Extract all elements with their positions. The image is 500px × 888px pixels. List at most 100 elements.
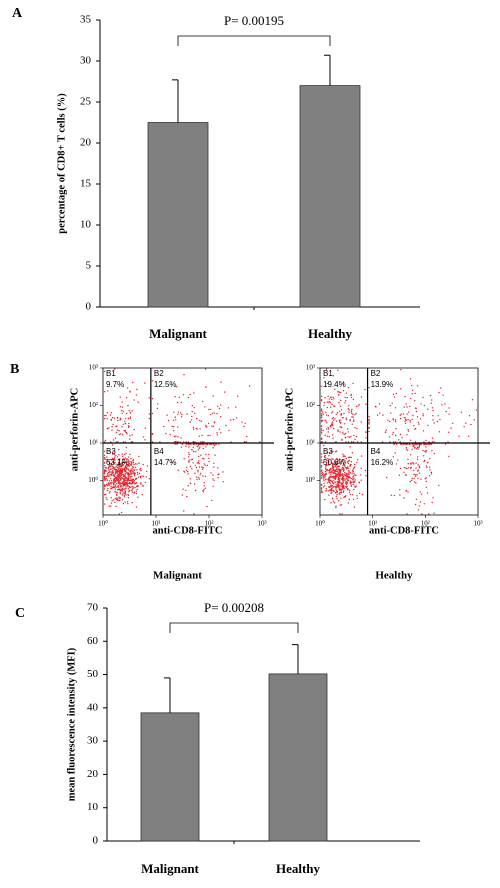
event-dot (189, 421, 191, 423)
event-dot (196, 428, 198, 430)
event-dot (200, 472, 202, 474)
event-dot (126, 483, 128, 485)
event-dot (338, 468, 340, 470)
event-dot (333, 490, 335, 493)
event-dot (108, 492, 111, 494)
quadrant-events (320, 368, 367, 443)
event-dot (156, 407, 159, 410)
event-dot (331, 476, 334, 478)
event-dot (212, 447, 214, 449)
event-dot (125, 412, 128, 415)
event-dot (329, 471, 331, 473)
event-dot (125, 452, 127, 455)
event-dot (230, 441, 232, 443)
event-dot (124, 492, 126, 494)
event-dot (190, 459, 192, 461)
event-dot (115, 468, 118, 471)
event-dot (118, 500, 120, 502)
y-tick-label: 10¹ (306, 439, 315, 447)
event-dot (343, 478, 345, 480)
event-dot (347, 436, 349, 438)
event-dot (175, 440, 177, 443)
event-dot (107, 467, 110, 470)
event-dot (384, 431, 387, 433)
event-dot (339, 405, 342, 407)
bar (299, 85, 361, 308)
event-dot (137, 401, 139, 403)
event-dot (191, 415, 193, 418)
x-tick-label: Malignant (149, 326, 207, 341)
event-dot (332, 500, 335, 502)
y-axis-label: anti-perforin-APC (284, 388, 295, 471)
event-dot (136, 471, 139, 474)
event-dot (129, 453, 131, 456)
event-dot (122, 475, 125, 478)
event-dot (392, 456, 395, 458)
event-dot (408, 411, 410, 413)
event-dot (406, 434, 408, 436)
event-dot (103, 456, 106, 459)
event-dot (333, 419, 335, 421)
event-dot (406, 413, 408, 415)
event-dot (399, 489, 401, 491)
quadrant-name: B4 (371, 447, 381, 456)
event-dot (127, 476, 129, 478)
x-tick-label: 10⁰ (315, 520, 325, 528)
event-dot (188, 446, 190, 448)
event-dot (382, 414, 384, 416)
event-dot (324, 456, 326, 458)
event-dot (216, 432, 218, 434)
event-dot (322, 475, 324, 477)
event-dot (331, 458, 333, 460)
event-dot (329, 425, 332, 427)
event-dot (416, 446, 419, 449)
event-dot (201, 443, 203, 445)
event-dot (349, 493, 352, 496)
event-dot (338, 492, 341, 495)
event-dot (358, 404, 360, 406)
event-dot (350, 396, 353, 399)
x-tick-label: 10¹ (368, 520, 377, 528)
event-dot (136, 469, 138, 471)
event-dot (324, 476, 326, 478)
event-dot (350, 463, 352, 466)
event-dot (220, 415, 222, 418)
event-dot (191, 410, 193, 413)
event-dot (339, 513, 341, 515)
event-dot (344, 433, 346, 435)
event-dot (320, 470, 323, 472)
event-dot (436, 420, 439, 423)
event-dot (244, 441, 246, 443)
event-dot (355, 405, 358, 408)
event-dot (343, 490, 345, 492)
event-dot (123, 494, 126, 497)
event-dot (354, 466, 356, 468)
event-dot (347, 408, 349, 410)
event-dot (123, 467, 126, 469)
event-dot (188, 456, 190, 458)
event-dot (393, 494, 395, 497)
event-dot (135, 482, 137, 484)
event-dot (126, 387, 129, 389)
event-dot (194, 441, 196, 443)
event-dot (327, 464, 329, 466)
event-dot (193, 392, 195, 394)
event-dot (394, 420, 397, 423)
event-dot (352, 413, 354, 415)
event-dot (193, 483, 196, 485)
event-dot (114, 459, 116, 461)
event-dot (411, 443, 413, 445)
event-dot (333, 471, 336, 473)
event-dot (320, 409, 323, 411)
event-dot (339, 485, 341, 487)
event-dot (191, 405, 193, 407)
event-dot (208, 460, 210, 463)
event-dot (320, 459, 323, 461)
event-dot (128, 456, 130, 458)
event-dot (339, 410, 341, 412)
event-dot (349, 456, 351, 458)
event-dot (323, 377, 325, 379)
event-dot (125, 465, 127, 467)
event-dot (182, 488, 184, 490)
event-dot (116, 491, 118, 494)
